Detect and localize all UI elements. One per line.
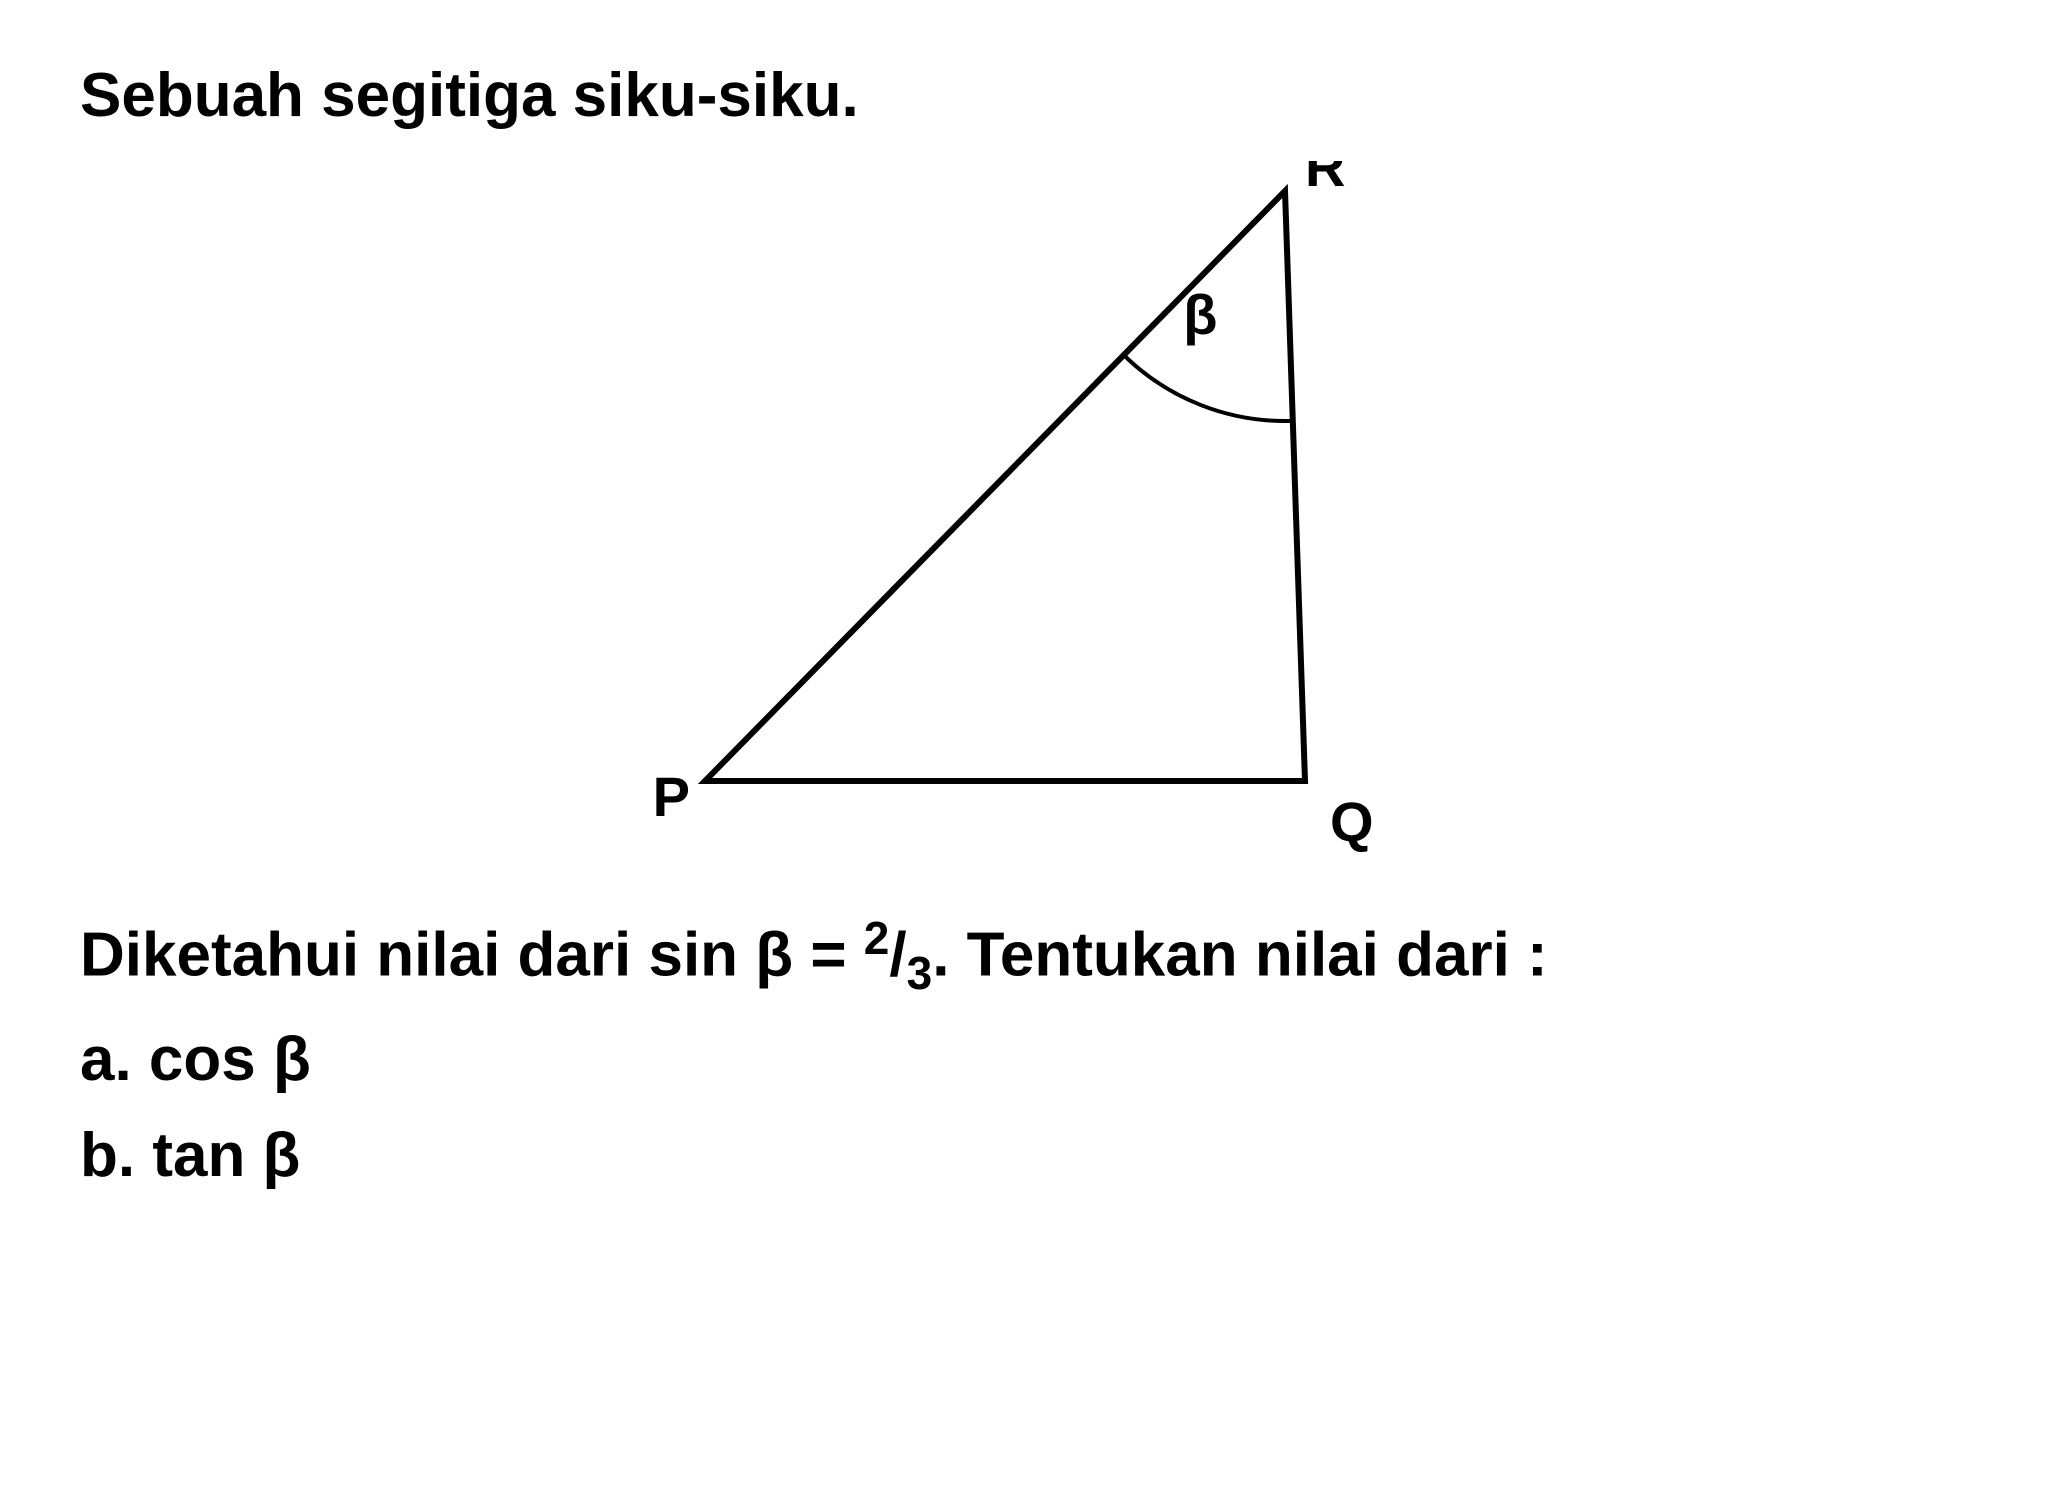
triangle-diagram: β P Q R bbox=[655, 161, 1415, 866]
fraction-denominator: 3 bbox=[907, 947, 933, 999]
item-a: a. cos β bbox=[80, 1020, 1990, 1101]
svg-text:β: β bbox=[1183, 283, 1217, 346]
svg-text:Q: Q bbox=[1330, 790, 1374, 853]
problem-title: Sebuah segitiga siku-siku. bbox=[80, 60, 1990, 131]
question-suffix: . Tentukan nilai dari : bbox=[932, 921, 1548, 990]
fraction-slash: / bbox=[889, 921, 906, 990]
triangle-svg: β P Q R bbox=[655, 161, 1415, 861]
diagram-container: β P Q R bbox=[80, 161, 1990, 866]
question-prefix: Diketahui nilai dari sin β = bbox=[80, 921, 864, 990]
fraction-numerator: 2 bbox=[864, 912, 890, 964]
svg-text:R: R bbox=[1305, 161, 1345, 198]
svg-text:P: P bbox=[655, 765, 690, 828]
question-text: Diketahui nilai dari sin β = 2/3. Tentuk… bbox=[80, 906, 1990, 1005]
item-b: b. tan β bbox=[80, 1116, 1990, 1197]
